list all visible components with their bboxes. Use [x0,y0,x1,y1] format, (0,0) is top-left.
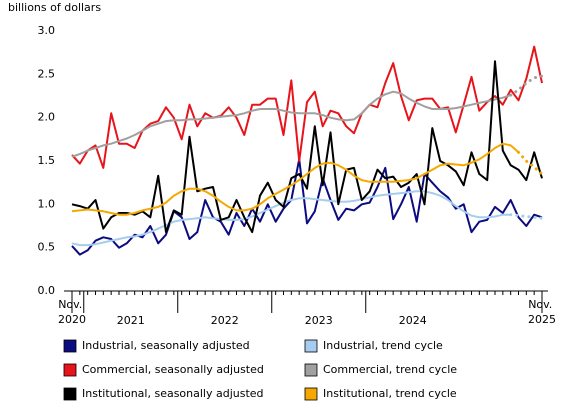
legend-label: Industrial, trend cycle [323,339,443,352]
y-tick-label: 1.5 [38,154,56,167]
series-line [71,45,543,169]
series-line [71,190,511,247]
legend-label: Industrial, seasonally adjusted [82,339,250,352]
series-line [71,142,520,216]
x-tick-label: Nov. 2020 [58,298,86,326]
legend-label: Institutional, trend cycle [323,387,457,400]
legend-label: Institutional, seasonally adjusted [82,387,264,400]
legend-swatch [304,363,318,377]
series-line [71,90,512,158]
y-tick-label: 0.0 [38,284,56,297]
y-tick-label: 0.5 [38,241,56,254]
x-tick-label: 2023 [305,314,333,327]
x-tick-label: 2022 [211,314,239,327]
y-tick-label: 3.0 [38,24,56,37]
series-line-dotted [517,150,544,176]
y-tick-label: 1.0 [38,197,56,210]
legend-label: Commercial, seasonally adjusted [82,363,264,376]
series-line-dotted [509,213,544,220]
x-tick-label: 2021 [117,314,145,327]
legend-swatch [304,339,318,353]
y-tick-label: 2.0 [38,111,56,124]
legend-swatch [63,387,77,401]
series-line [71,60,543,234]
legend-swatch [304,387,318,401]
x-tick-label: 2024 [399,314,427,327]
series-line-dotted [509,74,544,97]
series-line [71,158,543,256]
y-tick-label: 2.5 [38,67,56,80]
legend-label: Commercial, trend cycle [323,363,457,376]
legend-swatch [63,339,77,353]
x-tick-label: Nov. 2025 [528,298,556,326]
y-axis-title: billions of dollars [8,1,101,14]
legend-swatch [63,363,77,377]
